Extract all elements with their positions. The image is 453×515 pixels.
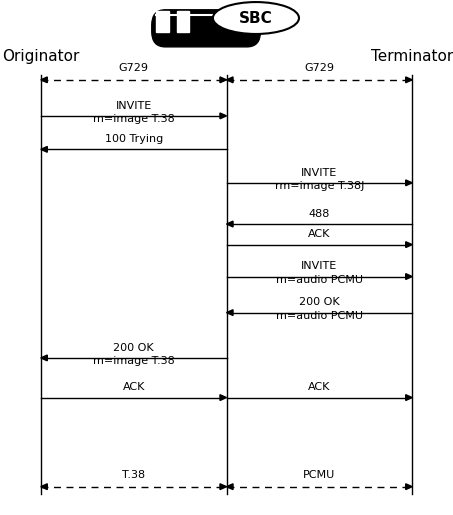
Text: ACK: ACK bbox=[308, 383, 331, 392]
Ellipse shape bbox=[213, 2, 299, 34]
Polygon shape bbox=[220, 394, 226, 401]
Polygon shape bbox=[406, 180, 412, 186]
Polygon shape bbox=[41, 146, 47, 152]
Text: ACK: ACK bbox=[122, 383, 145, 392]
Text: G729: G729 bbox=[119, 63, 149, 73]
Polygon shape bbox=[41, 355, 47, 361]
Text: SBC: SBC bbox=[239, 10, 273, 26]
Polygon shape bbox=[406, 394, 412, 401]
Text: m=audio PCMU: m=audio PCMU bbox=[276, 275, 363, 285]
Text: G729: G729 bbox=[304, 63, 334, 73]
Polygon shape bbox=[406, 77, 412, 83]
Text: ACK: ACK bbox=[308, 230, 331, 239]
Text: m=image T.38: m=image T.38 bbox=[93, 114, 174, 124]
Polygon shape bbox=[406, 484, 412, 490]
Text: INVITE: INVITE bbox=[301, 168, 337, 178]
Bar bbox=[156, 11, 169, 32]
Text: 200 OK: 200 OK bbox=[113, 343, 154, 353]
Text: m=image T.38: m=image T.38 bbox=[93, 356, 174, 366]
Polygon shape bbox=[406, 273, 412, 280]
Text: 488: 488 bbox=[308, 209, 330, 219]
Polygon shape bbox=[226, 221, 233, 227]
Polygon shape bbox=[226, 77, 233, 83]
Text: rm=image T.38J: rm=image T.38J bbox=[275, 181, 364, 191]
Bar bbox=[177, 11, 189, 32]
Text: INVITE: INVITE bbox=[301, 262, 337, 271]
FancyBboxPatch shape bbox=[152, 10, 260, 47]
Polygon shape bbox=[406, 242, 412, 248]
Polygon shape bbox=[226, 310, 233, 316]
Text: Originator: Originator bbox=[2, 49, 79, 64]
Text: T.38: T.38 bbox=[122, 470, 145, 480]
Polygon shape bbox=[226, 484, 233, 490]
Text: PCMU: PCMU bbox=[303, 470, 336, 480]
Polygon shape bbox=[41, 77, 47, 83]
Polygon shape bbox=[220, 484, 226, 490]
Text: 200 OK: 200 OK bbox=[299, 298, 340, 307]
Polygon shape bbox=[220, 113, 226, 119]
Text: Terminator: Terminator bbox=[371, 49, 453, 64]
Polygon shape bbox=[220, 77, 226, 83]
Text: m=audio PCMU: m=audio PCMU bbox=[276, 311, 363, 321]
Polygon shape bbox=[41, 484, 47, 490]
Text: INVITE: INVITE bbox=[116, 101, 152, 111]
Text: 100 Trying: 100 Trying bbox=[105, 134, 163, 144]
